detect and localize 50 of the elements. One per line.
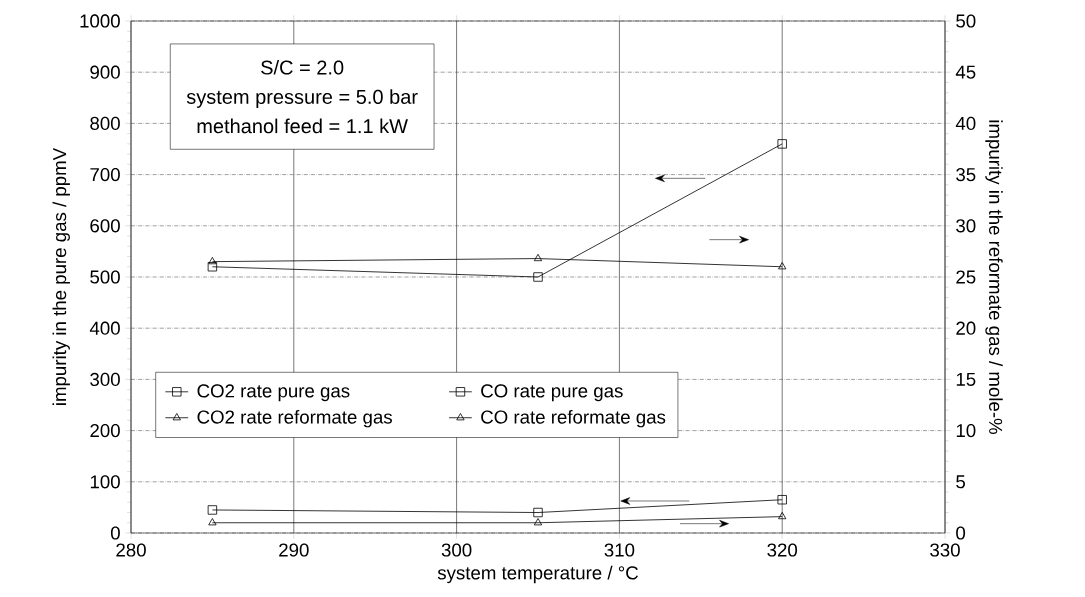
y-tick-label: 300 <box>90 372 120 387</box>
y2-tick-label: 10 <box>956 423 976 438</box>
y-tick-label: 100 <box>90 475 120 489</box>
point <box>207 262 218 272</box>
y2-tick-label: 40 <box>955 116 976 131</box>
y-axis-title: impurity in the pure gas / ppmV <box>52 147 70 405</box>
y-tick-label: 900 <box>90 65 120 79</box>
y2-tick-label: 0 <box>956 526 966 540</box>
legend-label: CO rate pure gas <box>481 384 623 402</box>
point <box>778 262 787 270</box>
y-tick-label: 800 <box>90 116 120 131</box>
y-tick-label: 600 <box>90 219 120 233</box>
legend-label: CO2 rate pure gas <box>197 384 350 402</box>
point <box>207 505 218 515</box>
point <box>777 139 787 149</box>
y2-tick-label: 30 <box>956 219 976 233</box>
y-tick-label: 1000 <box>80 14 120 28</box>
annotation: methanol feed = 1.1 kW <box>197 118 408 134</box>
x-tick-label: 330 <box>930 543 960 557</box>
y-tick-label: 700 <box>90 167 120 182</box>
point <box>533 253 543 262</box>
y-tick-label: 200 <box>90 423 120 438</box>
legend-label: CO rate reformate gas <box>481 409 666 428</box>
x-tick-label: 310 <box>604 543 635 557</box>
y2-tick-label: 15 <box>956 372 976 386</box>
y2-tick-label: 45 <box>955 65 976 79</box>
annotation: system pressure = 5.0 bar <box>186 89 418 108</box>
x-tick-label: 290 <box>279 543 309 557</box>
point <box>778 511 787 520</box>
y2-tick-label: 35 <box>956 167 976 182</box>
x-axis-title: system temperature / °C <box>437 565 639 584</box>
y-tick-label: 400 <box>89 321 120 335</box>
point <box>777 495 787 505</box>
x-tick-label: 280 <box>116 543 146 557</box>
x-tick-label: 320 <box>767 543 798 557</box>
legend-label: CO2 rate reformate gas <box>197 409 392 428</box>
y-tick-label: 0 <box>110 526 120 540</box>
y2-axis-title: impurity in the reformate gas / mole-% <box>985 120 1003 434</box>
y2-tick-label: 5 <box>956 475 966 489</box>
annotation: S/C = 2.0 <box>261 59 344 75</box>
point <box>533 507 543 518</box>
y2-tick-label: 50 <box>956 14 976 28</box>
y2-tick-label: 25 <box>956 270 976 284</box>
y-tick-label: 500 <box>90 270 120 284</box>
point <box>533 518 543 526</box>
y2-tick-label: 20 <box>956 321 976 335</box>
point <box>533 272 543 282</box>
point <box>208 518 217 526</box>
x-tick-label: 300 <box>441 543 472 557</box>
point <box>208 256 217 265</box>
